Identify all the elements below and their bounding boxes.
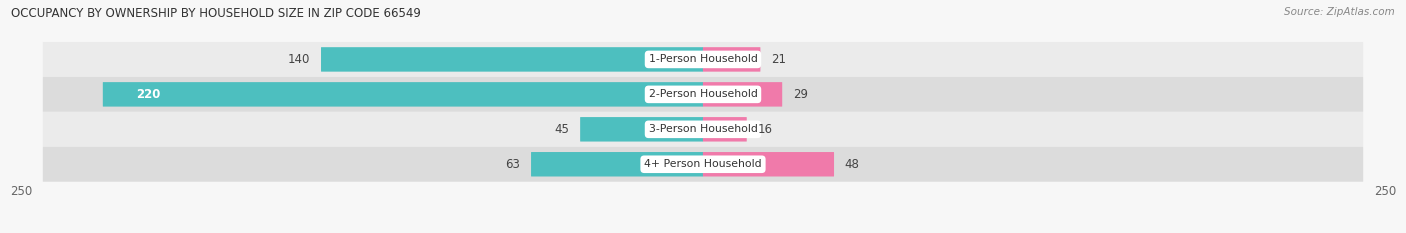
FancyBboxPatch shape <box>42 77 1364 112</box>
FancyBboxPatch shape <box>42 42 1364 77</box>
FancyBboxPatch shape <box>103 82 703 107</box>
Text: 63: 63 <box>505 158 520 171</box>
FancyBboxPatch shape <box>321 47 703 72</box>
Text: 48: 48 <box>845 158 859 171</box>
Text: 220: 220 <box>135 88 160 101</box>
Text: 1-Person Household: 1-Person Household <box>648 55 758 64</box>
FancyBboxPatch shape <box>703 47 761 72</box>
FancyBboxPatch shape <box>42 147 1364 182</box>
Text: 21: 21 <box>772 53 786 66</box>
FancyBboxPatch shape <box>703 82 782 107</box>
FancyBboxPatch shape <box>531 152 703 177</box>
Text: 2-Person Household: 2-Person Household <box>648 89 758 99</box>
Text: 3-Person Household: 3-Person Household <box>648 124 758 134</box>
FancyBboxPatch shape <box>703 117 747 142</box>
Text: 140: 140 <box>288 53 311 66</box>
FancyBboxPatch shape <box>703 152 834 177</box>
Text: 4+ Person Household: 4+ Person Household <box>644 159 762 169</box>
FancyBboxPatch shape <box>42 112 1364 147</box>
FancyBboxPatch shape <box>581 117 703 142</box>
Text: 16: 16 <box>758 123 772 136</box>
Text: 45: 45 <box>554 123 569 136</box>
Text: Source: ZipAtlas.com: Source: ZipAtlas.com <box>1284 7 1395 17</box>
Legend: Owner-occupied, Renter-occupied: Owner-occupied, Renter-occupied <box>579 230 827 233</box>
Text: 29: 29 <box>793 88 808 101</box>
Text: OCCUPANCY BY OWNERSHIP BY HOUSEHOLD SIZE IN ZIP CODE 66549: OCCUPANCY BY OWNERSHIP BY HOUSEHOLD SIZE… <box>11 7 422 20</box>
